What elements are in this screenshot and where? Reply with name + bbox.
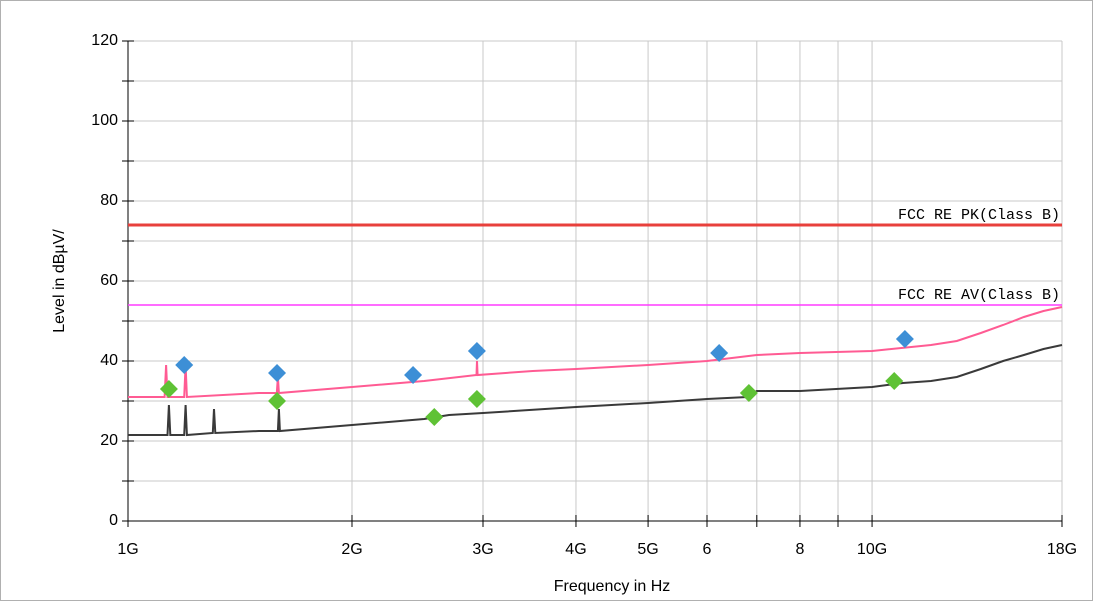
x-tick-label: 4G	[565, 541, 586, 558]
limit-label: FCC RE AV(Class B)	[898, 287, 1060, 304]
limit-label: FCC RE PK(Class B)	[898, 207, 1060, 224]
y-tick-label: 120	[91, 32, 118, 49]
marker	[739, 384, 758, 402]
y-tick-label: 40	[100, 352, 118, 369]
marker	[175, 356, 194, 374]
trace	[128, 306, 1063, 399]
y-tick-label: 100	[91, 112, 118, 129]
y-tick-label: 20	[100, 432, 118, 449]
x-tick-label: 3G	[472, 541, 493, 558]
marker	[404, 366, 423, 384]
x-axis-label: Frequency in Hz	[554, 578, 671, 595]
marker	[268, 392, 287, 410]
x-tick-label: 5G	[637, 541, 658, 558]
x-tick-label: 1G	[117, 541, 138, 558]
trace	[128, 344, 1063, 437]
marker	[885, 372, 904, 390]
marker	[268, 364, 287, 382]
x-tick-label: 6	[703, 541, 712, 558]
marker	[467, 390, 486, 408]
marker	[895, 330, 914, 348]
y-axis-label: Level in dBµV/	[51, 229, 68, 333]
y-tick-label: 80	[100, 192, 118, 209]
x-tick-label: 10G	[857, 541, 887, 558]
marker	[159, 380, 178, 398]
marker	[425, 408, 444, 426]
x-tick-label: 2G	[341, 541, 362, 558]
marker	[710, 344, 729, 362]
y-tick-label: 0	[109, 512, 118, 529]
x-tick-label: 18G	[1047, 541, 1077, 558]
marker	[467, 342, 486, 360]
y-tick-label: 60	[100, 272, 118, 289]
x-tick-label: 8	[796, 541, 805, 558]
